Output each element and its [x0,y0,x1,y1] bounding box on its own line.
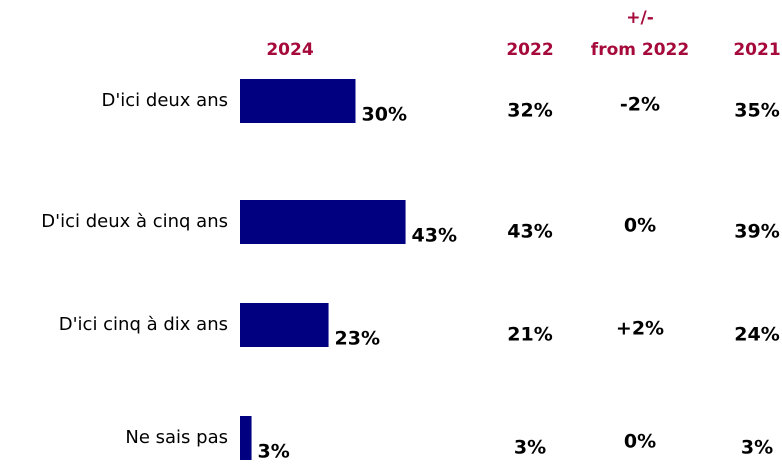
bar [240,303,329,347]
category-label: D'ici cinq à dix ans [59,314,228,335]
category-label: D'ici deux à cinq ans [41,211,228,232]
bar [240,416,252,460]
table-cell: 21% [507,324,552,346]
category-label: Ne sais pas [125,427,228,448]
table-cell: 3% [741,437,773,459]
column-header: +/- [626,8,654,28]
table-cell: 43% [507,221,552,243]
table-cell: 0% [624,215,656,237]
value-label: 3% [258,441,290,463]
table-cell: 35% [734,100,779,122]
series-header: 2024 [266,40,313,60]
category-label: D'ici deux ans [101,90,228,111]
column-header: 2021 [733,40,780,60]
table-cell: 3% [514,437,546,459]
table-cell: +2% [616,318,664,340]
table-cell: 0% [624,431,656,453]
column-header: 2022 [506,40,553,60]
table-cell: -2% [620,94,660,116]
value-label: 43% [412,225,457,247]
table-cell: 39% [734,221,779,243]
value-label: 30% [362,104,407,126]
bar [240,79,356,123]
table-cell: 32% [507,100,552,122]
value-label: 23% [335,328,380,350]
bar [240,200,406,244]
column-header: from 2022 [591,40,689,60]
table-cell: 24% [734,324,779,346]
